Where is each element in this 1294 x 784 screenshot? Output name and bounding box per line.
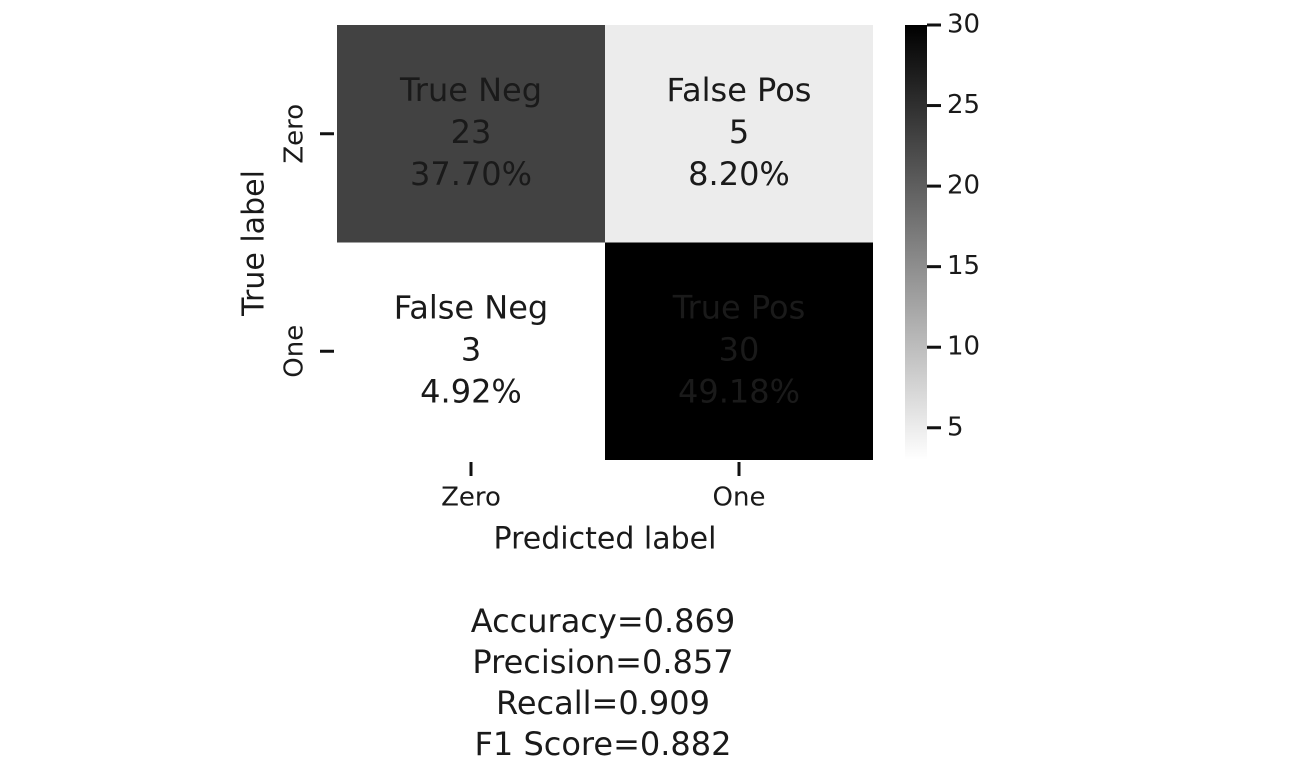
y-axis-label: True label [237, 170, 272, 317]
cell-percent: 37.70% [410, 155, 532, 193]
cell-name: True Pos [672, 288, 806, 326]
y-tick-label: Zero [280, 104, 310, 164]
colorbar-tick-label: 20 [947, 171, 980, 201]
cell-percent: 4.92% [420, 372, 522, 410]
cell-name: False Pos [667, 71, 812, 109]
heatmap-cell [337, 242, 605, 460]
x-tick-label: Zero [441, 483, 501, 513]
colorbar-tick-label: 30 [947, 10, 980, 40]
metric: Precision=0.857 [472, 643, 733, 681]
colorbar-tick-label: 10 [947, 332, 980, 362]
metric: Accuracy=0.869 [471, 602, 736, 640]
x-axis-label: Predicted label [494, 522, 717, 557]
cell-value: 5 [729, 113, 749, 151]
cell-percent: 8.20% [688, 155, 790, 193]
cell-percent: 49.18% [678, 372, 800, 410]
cell-name: False Neg [394, 288, 548, 326]
colorbar [905, 25, 927, 460]
heatmap-cell [605, 25, 873, 243]
x-tick-label: One [713, 483, 766, 513]
metric: Recall=0.909 [496, 684, 710, 722]
cell-value: 3 [461, 330, 481, 368]
cell-value: 30 [719, 330, 760, 368]
colorbar-tick-label: 5 [947, 412, 964, 442]
cell-value: 23 [451, 113, 492, 151]
heatmap-cell [605, 242, 873, 460]
colorbar-tick-label: 25 [947, 90, 980, 120]
y-tick-label: One [280, 325, 310, 378]
colorbar-tick-label: 15 [947, 251, 980, 281]
cell-name: True Neg [399, 71, 542, 109]
metric: F1 Score=0.882 [475, 725, 732, 763]
heatmap-cell [337, 25, 605, 243]
